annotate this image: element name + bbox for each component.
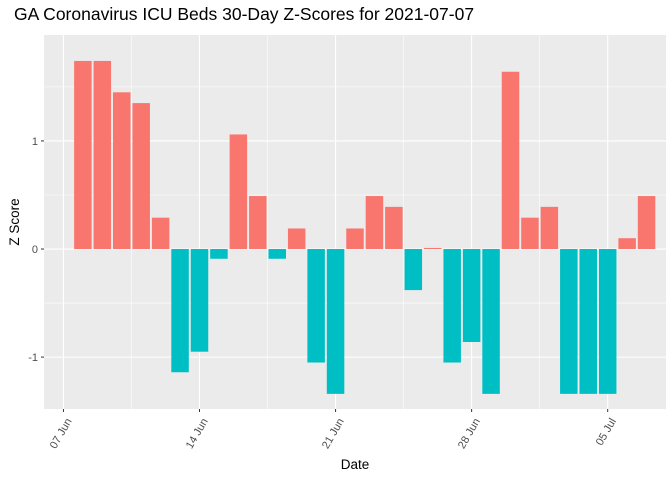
bar — [482, 249, 500, 394]
bar — [268, 249, 286, 259]
bar — [365, 196, 384, 250]
x-tick-label: 05 Jul — [594, 416, 619, 447]
bar — [287, 228, 306, 250]
bar — [326, 249, 345, 394]
bar — [307, 249, 325, 363]
bar — [424, 247, 442, 250]
bar — [385, 206, 403, 250]
chart-title: GA Coronavirus ICU Beds 30-Day Z-Scores … — [14, 4, 475, 24]
bar — [210, 249, 228, 259]
bar — [249, 196, 267, 250]
bar — [443, 249, 461, 363]
bar — [598, 249, 617, 394]
bar — [113, 92, 131, 250]
bar — [579, 249, 597, 394]
bar — [521, 217, 539, 250]
x-tick-label: 21 Jun — [320, 416, 347, 451]
x-tick-label: 28 Jun — [456, 416, 483, 451]
y-tick-label: 1 — [32, 136, 38, 148]
bar — [540, 206, 559, 250]
bar — [190, 249, 209, 352]
bar — [346, 228, 364, 250]
bar — [151, 217, 170, 250]
bar — [74, 60, 92, 250]
y-axis-title: Z Score — [7, 198, 22, 245]
bar — [637, 196, 656, 250]
bar — [229, 134, 248, 250]
y-tick-label: 0 — [32, 244, 38, 256]
x-tick-label: 07 Jun — [48, 416, 75, 451]
bar — [618, 238, 636, 250]
x-axis-title: Date — [341, 457, 370, 472]
bars — [74, 60, 656, 394]
bar — [132, 103, 150, 250]
bar — [501, 71, 520, 250]
bar — [171, 249, 189, 373]
bar — [462, 249, 481, 342]
bar — [404, 249, 423, 291]
x-tick-label: 14 Jun — [184, 416, 211, 451]
bar — [560, 249, 578, 394]
bar — [93, 60, 112, 250]
y-tick-label: -1 — [28, 352, 38, 364]
